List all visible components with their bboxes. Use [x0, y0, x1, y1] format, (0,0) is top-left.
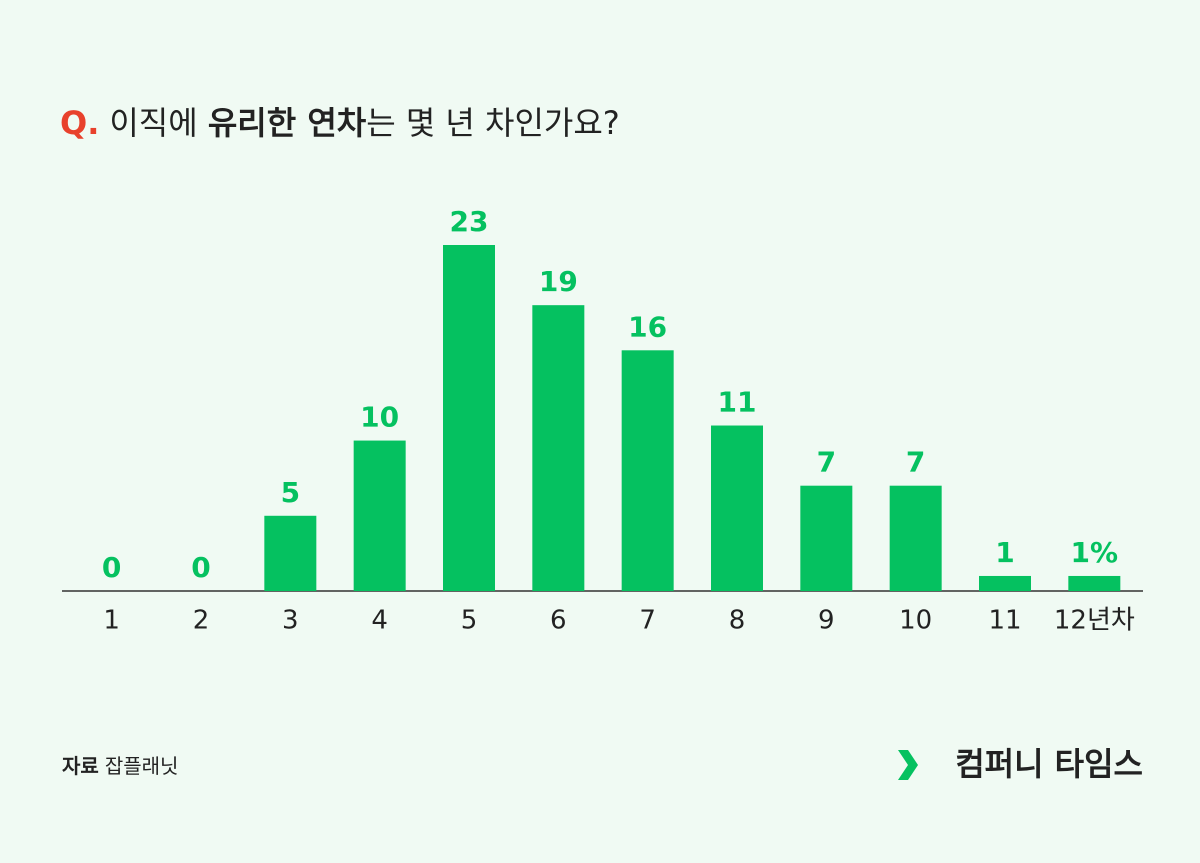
x-tick-label: 4	[371, 606, 388, 636]
title-part: 유리한 연차	[208, 104, 367, 142]
source-label: 자료	[62, 754, 99, 778]
bar	[889, 485, 942, 591]
value-label: 0	[102, 551, 121, 584]
title-part: 이직에	[109, 104, 208, 142]
value-label: 16	[628, 310, 667, 343]
x-tick-label: 3	[282, 606, 299, 636]
bar	[621, 350, 674, 591]
value-label: 19	[539, 265, 578, 298]
x-tick-label: 2	[193, 606, 210, 636]
bar	[532, 305, 585, 591]
source: 자료 잡플래닛	[62, 754, 178, 778]
title-part: 는 몇 년 차인가요?	[366, 104, 620, 142]
brand-logo	[898, 750, 918, 780]
x-tick-label: 12년차	[1054, 606, 1135, 636]
value-label: 0	[191, 551, 210, 584]
value-label: 1%	[1071, 536, 1119, 569]
bar	[800, 485, 853, 591]
x-tick-label: 5	[461, 606, 478, 636]
bar	[1068, 575, 1121, 591]
brand: 컴퍼니 타임스	[955, 745, 1143, 783]
x-tick-label: 11	[988, 606, 1021, 636]
value-label: 7	[817, 446, 836, 479]
bar	[711, 425, 763, 591]
value-label: 10	[360, 401, 399, 434]
x-tick-label: 10	[899, 606, 932, 636]
bar	[353, 440, 406, 591]
value-label: 7	[906, 446, 925, 479]
value-label: 5	[281, 476, 300, 509]
bar	[264, 515, 317, 591]
x-tick-label: 1	[103, 606, 120, 636]
value-label: 23	[450, 205, 489, 238]
bar	[443, 245, 495, 591]
x-tick-label: 8	[729, 606, 746, 636]
bar	[979, 575, 1031, 591]
chart-title: Q. 이직에 유리한 연차는 몇 년 차인가요?	[60, 104, 620, 142]
source-name: 잡플래닛	[105, 754, 179, 778]
x-tick-label: 9	[818, 606, 835, 636]
value-label: 11	[718, 386, 757, 419]
x-tick-label: 6	[550, 606, 567, 636]
x-tick-label: 7	[639, 606, 656, 636]
title-prefix: Q.	[60, 104, 99, 142]
value-label: 1	[995, 536, 1014, 569]
